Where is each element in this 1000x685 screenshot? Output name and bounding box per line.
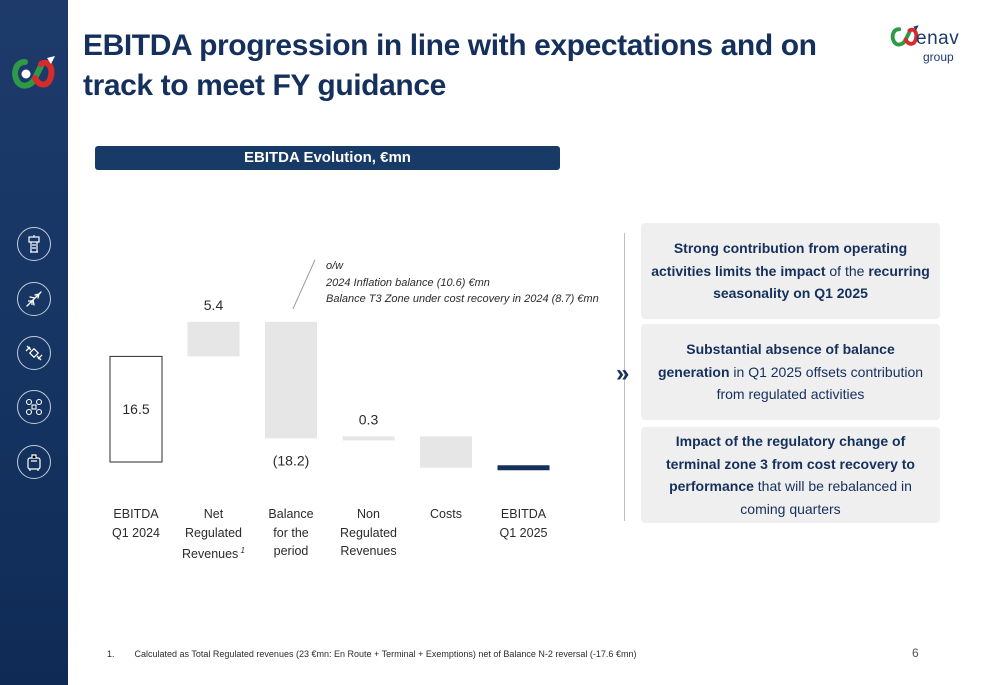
highlight-text-part: Impact of the regulatory change of termi…	[666, 433, 915, 494]
drone-icon	[17, 390, 51, 424]
brand-name: enav	[916, 28, 960, 49]
sidebar	[0, 0, 68, 685]
category-label-line: Non	[357, 507, 380, 521]
category-label-line: period	[273, 544, 309, 558]
category-label: EBITDA Q1 2024	[91, 505, 181, 542]
brand-group: group	[923, 50, 954, 64]
category-label-line: EBITDA	[113, 507, 159, 521]
highlight-text-part: in Q1 2025 offsets contribution from reg…	[716, 363, 924, 403]
highlight-text: Impact of the regulatory change of termi…	[651, 430, 930, 520]
chart-annotation: o/w 2024 Inflation balance (10.6) €mn Ba…	[326, 258, 616, 308]
highlight-text-part: that will be rebalanced in coming quarte…	[740, 478, 912, 517]
highlight-text: Substantial absence of balance generatio…	[651, 338, 930, 406]
footnote: 1. Calculated as Total Regulated revenue…	[107, 649, 636, 659]
category-label: Balance for the period	[246, 505, 336, 561]
category-label-line: for the	[273, 525, 309, 540]
chart-bar	[265, 321, 317, 439]
category-label: EBITDA Q1 2025	[479, 505, 569, 542]
highlight-text-part: of the	[825, 262, 869, 279]
category-label: Costs	[401, 505, 491, 524]
highlight-box: Substantial absence of balance generatio…	[641, 324, 940, 420]
waterfall-chart: 16.55.4(18.2)0.3(4.9)(0.9)	[109, 259, 550, 471]
page-number: 6	[912, 646, 919, 660]
category-label-line: Regulated	[185, 525, 242, 540]
luggage-icon	[17, 445, 51, 479]
enav-logo-icon	[12, 56, 55, 89]
category-label-line: Balance	[268, 507, 314, 521]
highlight-box: Strong contribution from operating activ…	[641, 223, 940, 319]
chart-bar	[187, 321, 240, 357]
highlight-text: Strong contribution from operating activ…	[651, 237, 930, 305]
highlight-box: Impact of the regulatory change of termi…	[641, 427, 940, 523]
category-label-line: EBITDA	[500, 507, 547, 521]
annotation-line: 2024 Inflation balance (10.6) €mn	[326, 276, 490, 289]
chart-bar	[497, 465, 550, 471]
category-label: Net Regulated Revenues 1	[169, 505, 259, 564]
category-label-line: Q1 2025	[499, 525, 548, 540]
category-label-line: Regulated	[340, 525, 397, 540]
chart-bar	[109, 355, 163, 463]
category-label-line: Revenues	[340, 544, 397, 558]
footnote-number: 1.	[107, 649, 115, 659]
highlight-text-part: Substantial absence of balance generatio…	[657, 341, 895, 380]
data-label: (18.2)	[273, 452, 310, 468]
footnote-marker: 1	[238, 546, 245, 555]
chart-bar	[420, 436, 472, 468]
annotation-leader-line	[292, 259, 316, 310]
category-label-line: Revenues 1	[182, 546, 245, 562]
chart-header: EBITDA Evolution, €mn	[95, 146, 560, 170]
data-label: 5.4	[204, 297, 224, 313]
satellite-icon	[17, 336, 51, 370]
chart-bar	[342, 436, 395, 441]
annotation-line: Balance T3 Zone under cost recovery in 2…	[326, 293, 599, 305]
category-label-line: Net	[203, 507, 224, 521]
category-label-line: Q1 2024	[112, 525, 160, 540]
data-label: 16.5	[122, 401, 149, 417]
category-label: Non Regulated Revenues	[324, 505, 414, 561]
annotation-line: o/w	[326, 260, 344, 272]
control-tower-icon	[17, 227, 51, 261]
page-title: EBITDA progression in line with expectat…	[83, 29, 817, 102]
aircraft-icon	[17, 282, 51, 316]
brand-logo: enav group	[890, 22, 970, 72]
highlight-text-part: Strong contribution from operating activ…	[651, 240, 908, 279]
highlight-text-part: recurring seasonality on Q1 2025	[713, 262, 930, 302]
enav-logo-icon	[890, 25, 919, 47]
divider	[624, 233, 625, 521]
data-label: 0.3	[359, 411, 379, 427]
chevron-icon: »	[616, 360, 630, 387]
footnote-text: Calculated as Total Regulated revenues (…	[134, 649, 637, 659]
category-label-line: Costs	[430, 507, 462, 521]
